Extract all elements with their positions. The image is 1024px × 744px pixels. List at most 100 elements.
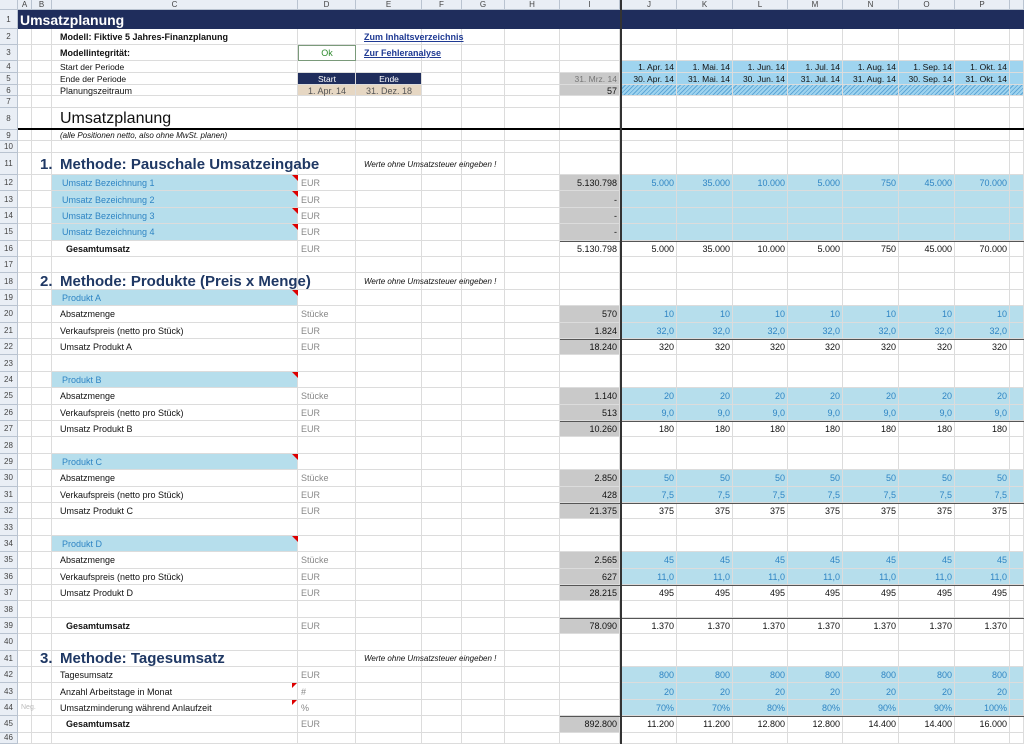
cell-text: 80% [821,702,840,713]
column-header: P [955,0,1010,10]
cell-text: 45 [663,555,674,566]
link[interactable]: Zum Inhaltsverzeichnis [364,32,464,42]
cell-text: Umsatz Produkt B [60,424,133,435]
column-header: K [677,0,733,10]
cell-text: 750 [880,178,896,189]
cell [788,224,843,241]
cell [422,388,462,405]
cell [18,634,32,651]
cell [1010,716,1024,733]
cell [622,535,677,553]
cell [422,699,462,717]
cell [733,388,788,405]
cell [788,568,843,585]
cell [52,486,298,503]
cell [955,650,1010,667]
cell [843,585,899,602]
link[interactable]: Zur Fehleranalyse [364,48,442,58]
row-header: 11 [0,153,18,175]
cell [356,617,422,635]
row-header: 28 [0,437,18,454]
cell [788,273,843,290]
comment-marker [292,191,298,198]
cell [462,96,505,108]
total-border [560,585,1024,586]
cell-text: Stücke [301,555,329,566]
cell [1010,240,1024,257]
row-header: 36 [0,568,18,585]
cell [622,130,677,141]
cell [843,470,899,487]
cell [52,45,298,61]
comment-marker [292,699,297,705]
row-header: 27 [0,421,18,438]
cell [622,141,677,153]
cell-text: # [301,686,307,697]
cell [788,585,843,602]
cell [677,699,733,717]
cell [733,503,788,520]
cell [18,732,32,744]
cell-text: 32,0 [767,325,785,336]
cell [899,339,955,356]
cell [1010,519,1024,536]
cell-text: 180 [991,424,1007,435]
comment-marker [292,453,298,460]
cell [843,355,899,372]
cell-text: Planungszeitraum [60,85,133,96]
cell [899,240,955,257]
cell [422,667,462,684]
cell [733,306,788,323]
hint: Werte ohne Umsatzsteuer eingeben ! [364,654,496,664]
cell [788,306,843,323]
cell [356,486,422,503]
cell-text: 45 [885,555,896,566]
cell [955,535,1010,553]
cell [505,224,560,241]
cell [560,617,620,635]
cell-text: Produkt A [62,292,102,303]
cell [899,45,955,61]
cell [32,141,52,153]
cell-text: 20 [885,391,896,402]
row-header: 30 [0,470,18,487]
cell [788,207,843,225]
cell [32,96,52,108]
cell [505,732,560,744]
cell-text: 180 [880,424,896,435]
cell-text: EUR [301,571,321,582]
cell [733,568,788,585]
cell-text: 20 [941,686,952,697]
cell-text: 627 [601,571,617,582]
row-header: 2 [0,29,18,45]
cell-text: 1.824 [594,325,617,336]
cell [505,10,560,29]
cell-text: 1. Sep. 14 [913,62,952,72]
cell [1010,667,1024,684]
method-heading: 1. [40,155,53,173]
cell [505,29,560,45]
cell [677,716,733,733]
cell [356,153,422,175]
cell [1010,388,1024,405]
cell [560,535,620,553]
cell [622,470,677,487]
cell [52,61,298,73]
cell-text: Umsatz Produkt C [60,506,134,517]
comment-marker [292,175,298,181]
cell [733,191,788,208]
row-header: 6 [0,85,18,96]
cell [505,470,560,487]
cell [18,699,32,717]
cell [560,273,620,290]
cell [622,289,677,307]
cell [505,437,560,454]
cell [560,175,620,192]
cell [422,191,462,208]
cell [422,207,462,225]
cell-text: 10.260 [589,424,617,435]
cell [298,61,356,73]
cell [18,486,32,503]
cell-text: 5.130.798 [576,178,617,189]
cell [955,371,1010,389]
